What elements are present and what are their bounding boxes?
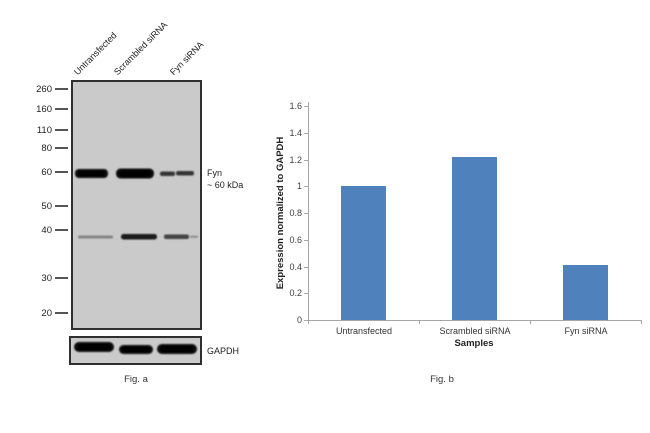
mw-marker-row: 160 xyxy=(26,103,68,115)
mw-marker-value: 20 xyxy=(41,307,52,319)
mw-marker-tick xyxy=(55,88,68,90)
mw-marker-row: 80 xyxy=(26,142,68,154)
x-category-label: Untransfected xyxy=(335,326,393,336)
y-axis-tick-label: 1 xyxy=(296,181,302,192)
y-axis-tick xyxy=(304,106,308,107)
mw-marker-row: 110 xyxy=(26,124,68,136)
y-axis-tick-label: 1.6 xyxy=(289,101,302,111)
mw-marker-row: 20 xyxy=(26,307,68,319)
band-annotation-protein: Fyn xyxy=(207,168,223,178)
lane-label: Fyn siRNA xyxy=(167,39,206,77)
y-axis-tick-label: 0.6 xyxy=(289,234,302,245)
y-axis-line xyxy=(308,102,309,320)
lane-label: Scrambled siRNA xyxy=(111,19,170,77)
y-axis-tick xyxy=(304,266,308,268)
mw-marker-tick xyxy=(55,147,68,149)
loading-control-label: GAPDH xyxy=(207,346,240,356)
mw-marker-tick xyxy=(55,171,68,173)
mw-marker-row: 60 xyxy=(26,166,68,178)
mw-marker-row: 40 xyxy=(26,224,68,236)
fig-a-caption: Fig. a xyxy=(124,374,148,385)
y-axis-tick xyxy=(304,293,308,295)
mw-marker-value: 110 xyxy=(36,124,52,136)
x-axis-tick xyxy=(530,320,531,324)
y-axis-tick xyxy=(304,213,308,214)
mw-marker-tick xyxy=(55,312,68,314)
mw-marker-value: 60 xyxy=(41,166,52,178)
mw-marker-value: 160 xyxy=(36,103,52,115)
mw-marker-row: 50 xyxy=(26,200,68,212)
x-axis-line xyxy=(308,320,642,321)
y-axis-tick-label: 0.4 xyxy=(289,261,302,272)
fig-b-caption: Fig. b xyxy=(430,374,454,385)
mw-marker-row: 260 xyxy=(26,83,68,95)
bar-scrambled-sirna xyxy=(452,157,497,320)
mw-marker-value: 260 xyxy=(36,83,52,95)
loading-control-blot-panel xyxy=(69,336,202,365)
y-axis-tick xyxy=(304,159,308,161)
mw-marker-value: 50 xyxy=(41,200,52,212)
x-axis-tick xyxy=(641,320,642,324)
y-axis-tick xyxy=(304,239,308,241)
x-category-label: Fyn siRNA xyxy=(564,326,608,336)
mw-marker-tick xyxy=(55,129,68,131)
mw-marker-tick xyxy=(55,229,68,231)
y-axis-tick-label: 1.4 xyxy=(289,127,302,138)
x-axis-tick xyxy=(308,320,309,324)
x-axis-tick xyxy=(419,320,420,324)
y-axis-tick-label: 0.2 xyxy=(289,288,302,299)
mw-marker-value: 40 xyxy=(41,224,52,236)
mw-marker-value: 30 xyxy=(41,272,52,284)
x-axis-title: Samples xyxy=(454,338,494,349)
y-axis-tick-label: 0 xyxy=(296,315,302,325)
y-axis-tick xyxy=(304,132,308,134)
mw-marker-tick xyxy=(55,277,68,279)
y-axis-tick xyxy=(304,186,308,188)
band-annotation-mw: ~ 60 kDa xyxy=(207,180,244,190)
y-axis-tick xyxy=(304,320,308,321)
gapdh-bands-graphic xyxy=(74,342,197,354)
band-annotation: Fyn ~ 60 kDa xyxy=(207,167,243,191)
mw-marker-tick xyxy=(55,108,68,110)
mw-marker-value: 80 xyxy=(41,142,52,154)
x-category-label: Scrambled siRNA xyxy=(439,326,511,336)
y-axis-tick-label: 1.2 xyxy=(289,154,302,165)
bar-fyn-sirna xyxy=(563,265,608,320)
y-axis-tick-label: 0.8 xyxy=(289,208,302,218)
mw-marker-tick xyxy=(55,205,68,207)
mw-marker-row: 30 xyxy=(26,272,68,284)
western-blot-panel xyxy=(71,80,202,330)
bar-untransfected xyxy=(341,186,386,320)
blot-bands-graphic xyxy=(75,168,198,240)
